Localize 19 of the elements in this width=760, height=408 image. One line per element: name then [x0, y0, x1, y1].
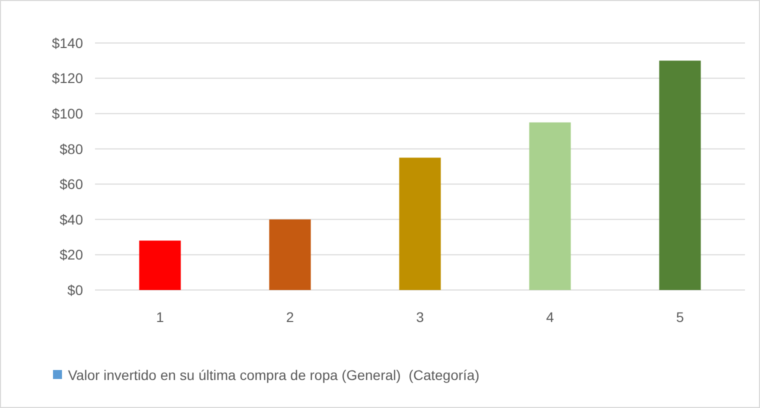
text: Valor invertido en su última compra de ropa (General) (Categoría): [68, 366, 480, 383]
y-tick-label: $60: [60, 176, 84, 192]
x-tick-label: 1: [156, 309, 164, 325]
y-tick-label: $80: [60, 140, 84, 157]
y-tick-label: $140: [52, 34, 84, 51]
bar: [139, 240, 181, 290]
y-tick-label: $20: [60, 246, 84, 263]
y-tick-label: $100: [52, 105, 84, 122]
bar: [659, 60, 701, 290]
bar: [269, 219, 311, 290]
x-tick-label: 5: [676, 309, 684, 325]
x-tick-label: 3: [416, 309, 424, 325]
bar: [529, 122, 571, 290]
y-tick-label: $40: [60, 211, 84, 228]
x-tick-label: 2: [286, 309, 294, 325]
y-tick-label: $120: [52, 70, 84, 86]
y-tick-label: $0: [67, 282, 84, 298]
bar: [399, 158, 441, 290]
x-tick-label: 4: [546, 309, 554, 325]
